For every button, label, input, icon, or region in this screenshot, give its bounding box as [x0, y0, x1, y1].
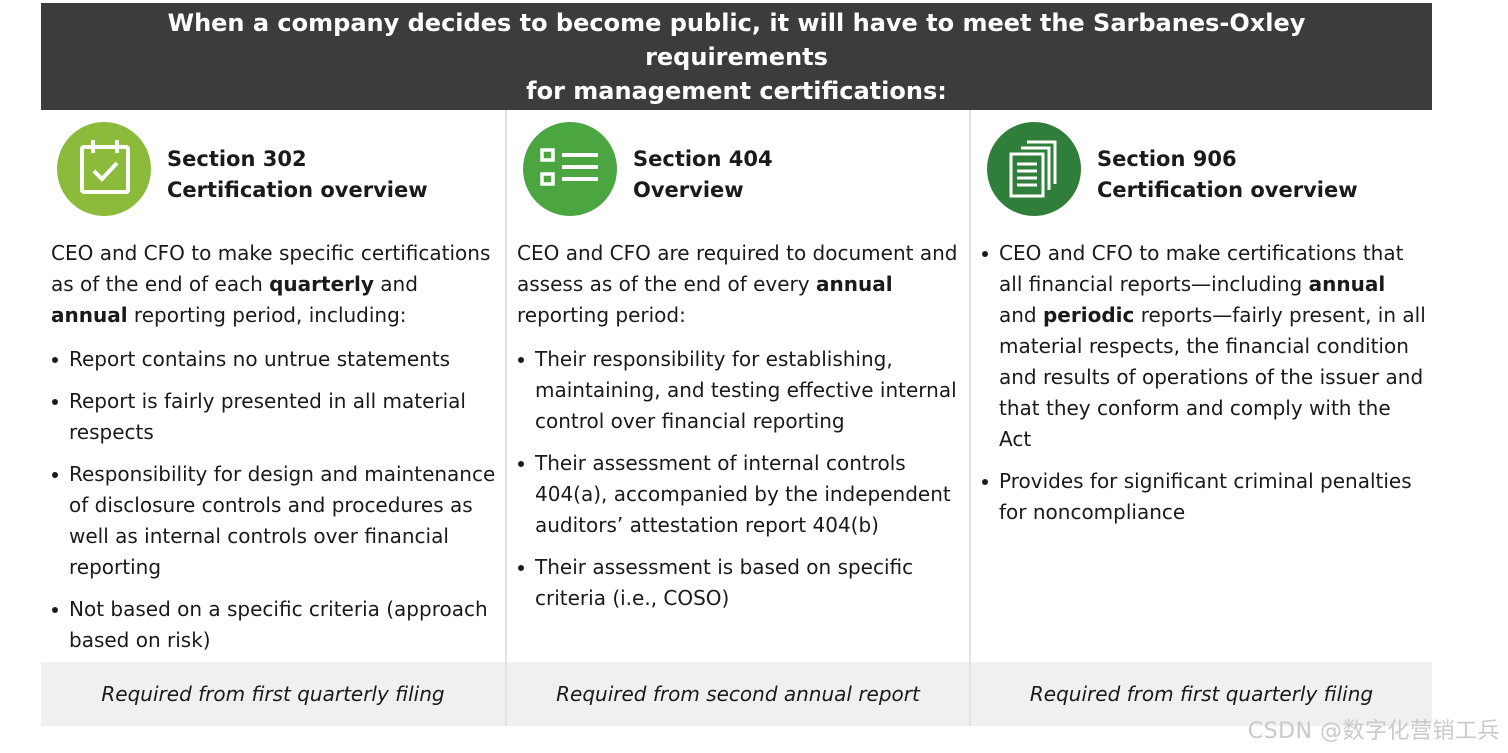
list-item: Report contains no untrue statements — [51, 344, 496, 375]
bullet-bold: annual — [1308, 272, 1386, 296]
checklist-icon — [523, 122, 617, 216]
header-title-line1: When a company decides to become public,… — [167, 8, 1306, 71]
section-302-title-line1: Section 302 — [167, 147, 307, 171]
list-item: Their assessment of internal controls 40… — [517, 448, 962, 541]
section-404-footer: Required from second annual report — [507, 662, 969, 726]
section-404-title: Section 404 Overview — [633, 144, 773, 206]
intro-text: CEO and CFO to make specific certificati… — [51, 241, 491, 296]
list-item: Not based on a specific criteria (approa… — [51, 594, 496, 656]
calendar-check-icon — [57, 122, 151, 216]
header-title-line2: for management certifications: — [526, 76, 947, 105]
section-404-bullets: Their responsibility for establishing, m… — [517, 344, 962, 625]
section-302-footer: Required from first quarterly filing — [41, 662, 505, 726]
header-title: When a company decides to become public,… — [87, 6, 1387, 108]
section-404-title-line1: Section 404 — [633, 147, 773, 171]
section-906-bullets: CEO and CFO to make certifications that … — [981, 238, 1426, 539]
list-item: Responsibility for design and maintenanc… — [51, 459, 496, 583]
section-302-title: Section 302 Certification overview — [167, 144, 428, 206]
column-section-404: Section 404 Overview CEO and CFO are req… — [505, 110, 969, 726]
list-item: Report is fairly presented in all materi… — [51, 386, 496, 448]
intro-text: reporting period, including: — [127, 303, 407, 327]
documents-icon — [987, 122, 1081, 216]
section-302-intro: CEO and CFO to make specific certificati… — [51, 238, 496, 331]
section-906-title: Section 906 Certification overview — [1097, 144, 1358, 206]
list-item: Their assessment is based on specific cr… — [517, 552, 962, 614]
section-906-footer: Required from first quarterly filing — [971, 662, 1432, 726]
intro-bold: annual — [51, 303, 128, 327]
section-302-bullets: Report contains no untrue statements Rep… — [51, 344, 496, 667]
header-banner: When a company decides to become public,… — [41, 3, 1432, 110]
column-section-302: Section 302 Certification overview CEO a… — [41, 110, 505, 726]
intro-text: CEO and CFO are required to document and… — [517, 241, 958, 296]
bullet-text: and — [999, 303, 1043, 327]
watermark: CSDN @数字化营销工兵 — [1247, 719, 1500, 744]
list-item: Provides for significant criminal penalt… — [981, 466, 1426, 528]
list-item: Their responsibility for establishing, m… — [517, 344, 962, 437]
intro-bold: quarterly — [269, 272, 374, 296]
intro-text: and — [373, 272, 418, 296]
list-item: CEO and CFO to make certifications that … — [981, 238, 1426, 455]
intro-bold: annual — [815, 272, 893, 296]
section-302-title-line2: Certification overview — [167, 178, 428, 202]
section-404-intro: CEO and CFO are required to document and… — [517, 238, 962, 331]
column-section-906: Section 906 Certification overview CEO a… — [969, 110, 1432, 726]
section-404-title-line2: Overview — [633, 178, 744, 202]
section-906-title-line1: Section 906 — [1097, 147, 1237, 171]
section-906-title-line2: Certification overview — [1097, 178, 1358, 202]
bullet-bold: periodic — [1042, 303, 1135, 327]
bullet-text: CEO and CFO to make certifications that … — [999, 241, 1404, 296]
bullet-text: reports—fairly present, in all material … — [999, 303, 1426, 451]
intro-text: reporting period: — [517, 303, 686, 327]
